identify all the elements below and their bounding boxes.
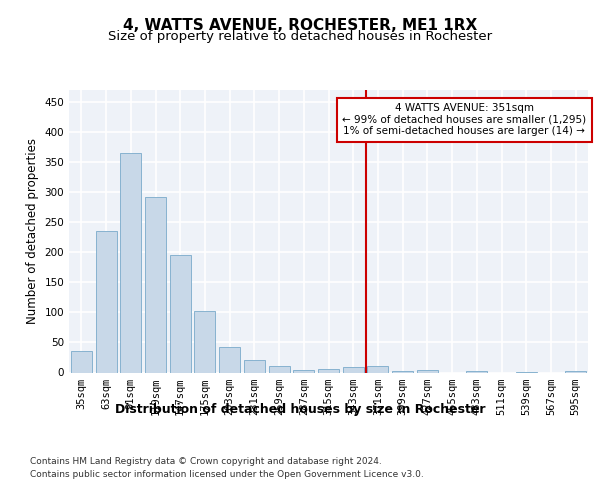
Bar xyxy=(565,370,586,372)
Text: 4 WATTS AVENUE: 351sqm
← 99% of detached houses are smaller (1,295)
1% of semi-d: 4 WATTS AVENUE: 351sqm ← 99% of detached… xyxy=(343,103,586,136)
Bar xyxy=(71,352,92,372)
Bar xyxy=(392,370,413,372)
Y-axis label: Number of detached properties: Number of detached properties xyxy=(26,138,39,324)
Bar xyxy=(95,231,116,372)
Bar xyxy=(367,366,388,372)
Bar xyxy=(120,153,141,372)
Bar xyxy=(417,370,438,372)
Bar xyxy=(269,366,290,372)
Bar xyxy=(244,360,265,372)
Bar xyxy=(318,370,339,372)
Text: 4, WATTS AVENUE, ROCHESTER, ME1 1RX: 4, WATTS AVENUE, ROCHESTER, ME1 1RX xyxy=(123,18,477,32)
Bar xyxy=(145,197,166,372)
Bar xyxy=(466,370,487,372)
Text: Size of property relative to detached houses in Rochester: Size of property relative to detached ho… xyxy=(108,30,492,43)
Bar xyxy=(343,367,364,372)
Bar xyxy=(194,311,215,372)
Text: Distribution of detached houses by size in Rochester: Distribution of detached houses by size … xyxy=(115,402,485,415)
Text: Contains public sector information licensed under the Open Government Licence v3: Contains public sector information licen… xyxy=(30,470,424,479)
Bar xyxy=(293,370,314,372)
Bar xyxy=(170,256,191,372)
Bar xyxy=(219,346,240,372)
Text: Contains HM Land Registry data © Crown copyright and database right 2024.: Contains HM Land Registry data © Crown c… xyxy=(30,458,382,466)
